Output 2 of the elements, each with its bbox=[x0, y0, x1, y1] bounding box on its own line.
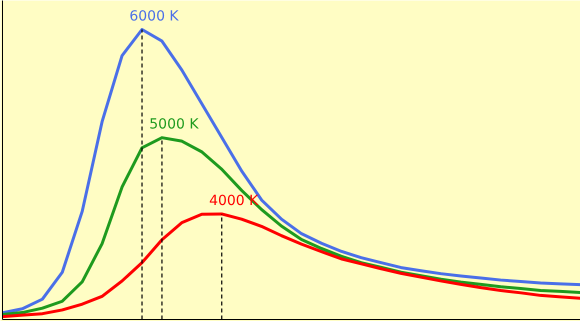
series-label: 5000 K bbox=[149, 116, 200, 133]
series-label: 6000 K bbox=[129, 8, 180, 24]
